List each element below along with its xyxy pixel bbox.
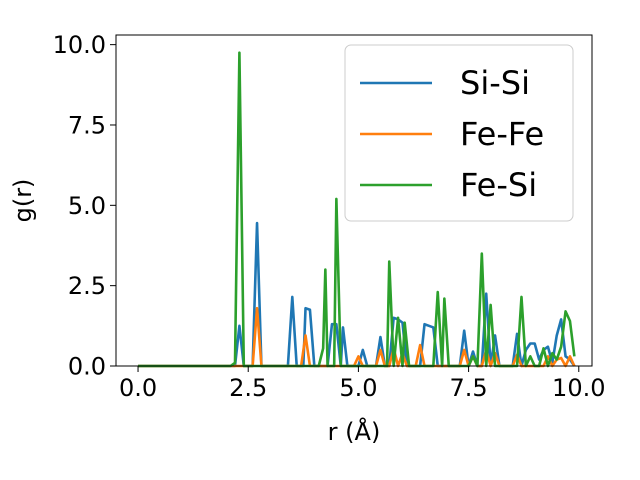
x-tick-label: 5.0 — [339, 374, 377, 402]
y-tick-label: 2.5 — [68, 272, 106, 300]
plot-frame — [115, 34, 593, 367]
y-axis-ticks: 0.0 2.5 5.0 7.5 10.0 — [53, 31, 116, 381]
x-tick-label: 2.5 — [229, 374, 267, 402]
legend-box — [344, 44, 574, 222]
legend: Si-Si Fe-Fe Fe-Si — [344, 44, 574, 222]
x-axis-ticks: 0.0 2.5 5.0 7.5 10.0 — [119, 366, 605, 402]
series-line-si-si — [138, 221, 576, 368]
x-tick-label: 10.0 — [552, 374, 605, 402]
y-tick-label: 5.0 — [68, 192, 106, 220]
x-axis-label: r (Å) — [328, 417, 381, 446]
x-tick-label: 0.0 — [119, 374, 157, 402]
y-tick-label: 7.5 — [68, 111, 106, 139]
y-tick-label: 0.0 — [68, 353, 106, 381]
y-axis-label: g(r) — [9, 179, 37, 223]
y-tick-label: 10.0 — [53, 31, 106, 59]
series-line-fe-si — [138, 51, 576, 368]
legend-label-si-si: Si-Si — [460, 64, 530, 102]
x-tick-label: 7.5 — [450, 374, 488, 402]
legend-label-fe-fe: Fe-Fe — [460, 115, 544, 153]
legend-label-fe-si: Fe-Si — [460, 166, 537, 204]
series-line-fe-fe — [138, 306, 576, 368]
